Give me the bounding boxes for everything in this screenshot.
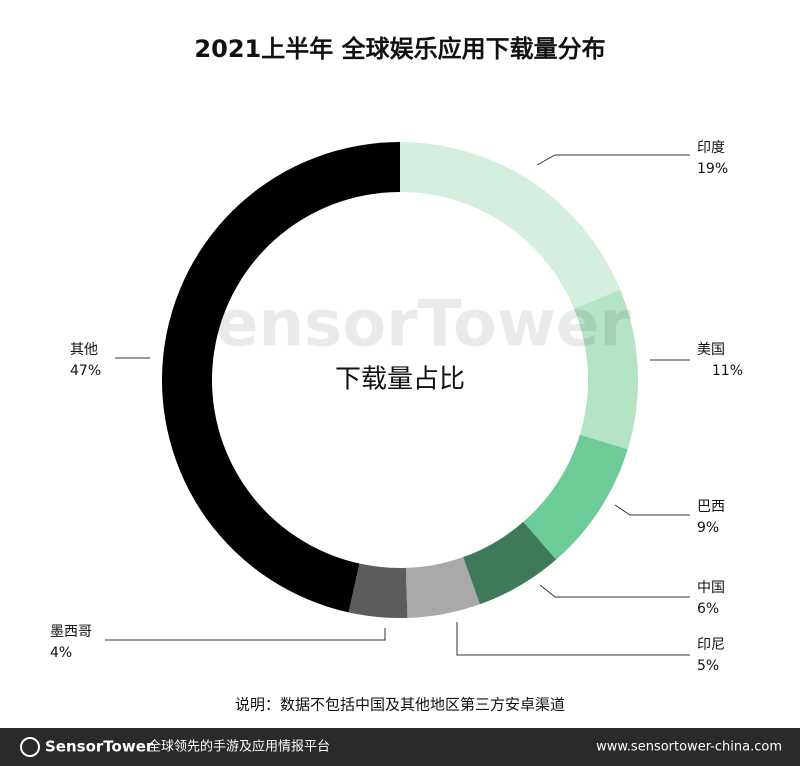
donut-slice <box>400 142 621 309</box>
donut-slice <box>523 434 628 560</box>
chart-title: 2021上半年 全球娱乐应用下载量分布 <box>194 35 605 63</box>
slice-value-label: 19% <box>697 161 728 177</box>
footer-brand: SensorTower <box>45 738 154 756</box>
donut-slice <box>463 521 557 605</box>
slice-value-label: 47% <box>70 363 101 379</box>
leader-line <box>536 154 690 166</box>
donut-slice <box>162 142 400 613</box>
slice-label: 印度 <box>697 140 725 156</box>
footer-bar <box>0 728 800 766</box>
leader-line <box>539 584 690 598</box>
slice-label: 美国 <box>697 342 725 358</box>
watermark: SensorTower <box>169 288 631 362</box>
note: 说明：数据不包括中国及其他地区第三方安卓渠道 <box>235 696 565 714</box>
slice-label: 墨西哥 <box>50 624 92 640</box>
slice-label: 中国 <box>697 580 725 596</box>
leader-line <box>456 622 690 656</box>
slice-label: 其他 <box>70 342 98 358</box>
donut <box>162 142 638 618</box>
slice-value-label: 6% <box>697 601 719 617</box>
footer-tagline: 全球领先的手游及应用情报平台 <box>148 739 330 755</box>
leader-line <box>614 504 690 516</box>
center-label: 下载量占比 <box>335 365 465 395</box>
slice-label: 巴西 <box>697 499 725 515</box>
footer-logo <box>20 737 40 757</box>
donut-slice <box>573 289 638 450</box>
slice-label: 印尼 <box>697 637 725 653</box>
leader-line <box>105 628 386 641</box>
donut-slice <box>348 563 408 618</box>
slice-value-label: 5% <box>697 658 719 674</box>
slice-value-label: 4% <box>50 645 72 661</box>
slice-value-label: 9% <box>697 520 719 536</box>
donut-slice <box>405 557 480 618</box>
footer-url: www.sensortower-china.com <box>596 740 782 755</box>
slice-value-label: 11% <box>712 363 743 379</box>
